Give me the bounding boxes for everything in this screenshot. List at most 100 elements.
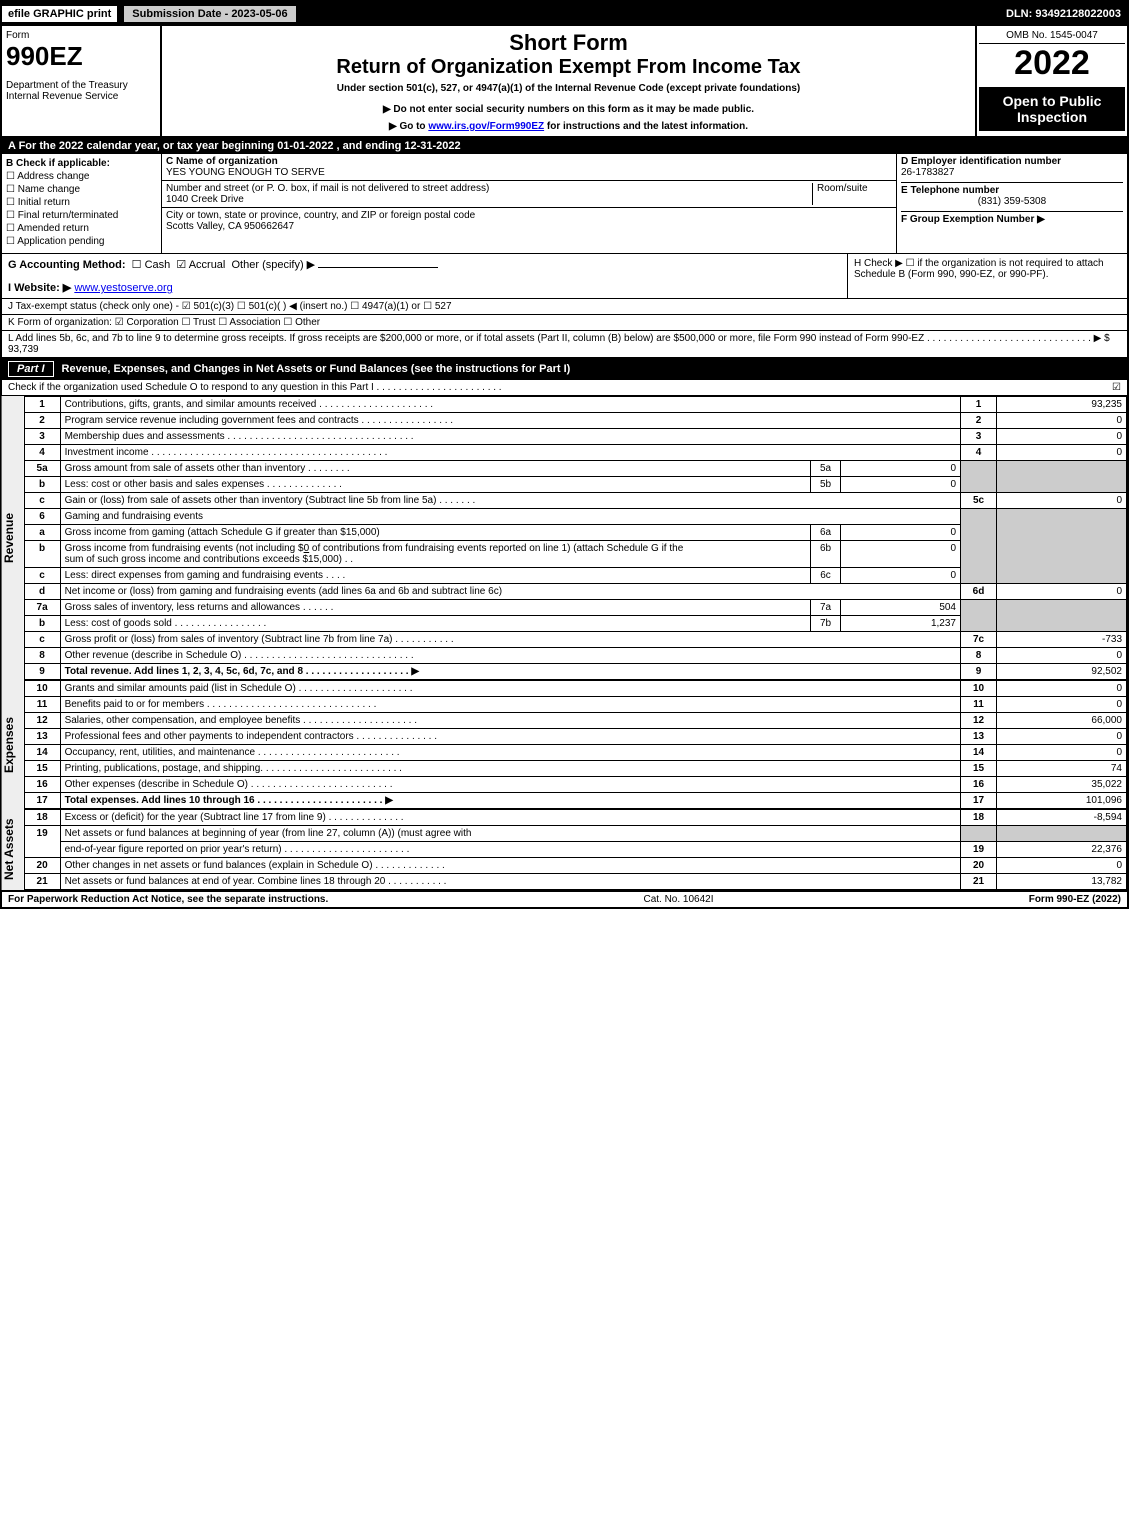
line-6d: dNet income or (loss) from gaming and fu… bbox=[24, 584, 1126, 600]
street-label: Number and street (or P. O. box, if mail… bbox=[166, 183, 489, 194]
phone-label: E Telephone number bbox=[901, 185, 999, 196]
line-17: 17Total expenses. Add lines 10 through 1… bbox=[24, 793, 1126, 809]
line-11: 11Benefits paid to or for members . . . … bbox=[24, 697, 1126, 713]
under-section: Under section 501(c), 527, or 4947(a)(1)… bbox=[166, 83, 971, 94]
g-accrual: Accrual bbox=[189, 259, 226, 271]
g-other-input[interactable] bbox=[318, 267, 438, 268]
row-j-tax-exempt: J Tax-exempt status (check only one) - ☑… bbox=[2, 299, 1127, 315]
part1-check-line: Check if the organization used Schedule … bbox=[2, 380, 1127, 396]
line-15: 15Printing, publications, postage, and s… bbox=[24, 761, 1126, 777]
chk-address-change[interactable]: ☐ Address change bbox=[6, 171, 157, 182]
part1-check-text: Check if the organization used Schedule … bbox=[8, 382, 502, 393]
chk-name-change[interactable]: ☐ Name change bbox=[6, 184, 157, 195]
phone-value: (831) 359-5308 bbox=[901, 196, 1123, 207]
chk-application-pending[interactable]: ☐ Application pending bbox=[6, 236, 157, 247]
footer-catalog: Cat. No. 10642I bbox=[643, 894, 713, 905]
ein-row: D Employer identification number 26-1783… bbox=[901, 156, 1123, 178]
irs-link[interactable]: www.irs.gov/Form990EZ bbox=[428, 121, 544, 132]
part1-header: Part I Revenue, Expenses, and Changes in… bbox=[2, 358, 1127, 380]
line-4: 4Investment income . . . . . . . . . . .… bbox=[24, 445, 1126, 461]
phone-row: E Telephone number (831) 359-5308 bbox=[901, 182, 1123, 207]
short-form-title: Short Form bbox=[166, 30, 971, 56]
g-other: Other (specify) ▶ bbox=[232, 259, 316, 271]
group-label: F Group Exemption Number ▶ bbox=[901, 214, 1045, 225]
efile-print[interactable]: efile GRAPHIC print bbox=[2, 6, 119, 22]
org-name-row: C Name of organization YES YOUNG ENOUGH … bbox=[162, 154, 896, 181]
line-19b: end-of-year figure reported on prior yea… bbox=[24, 842, 1126, 858]
goto-pre: ▶ Go to bbox=[389, 121, 428, 132]
open-to-public: Open to Public Inspection bbox=[979, 87, 1125, 131]
row-l-text: L Add lines 5b, 6c, and 7b to line 9 to … bbox=[8, 333, 1110, 344]
col-c-org-info: C Name of organization YES YOUNG ENOUGH … bbox=[162, 154, 897, 253]
chk-amended-return[interactable]: ☐ Amended return bbox=[6, 223, 157, 234]
ein-label: D Employer identification number bbox=[901, 156, 1061, 167]
street-value: 1040 Creek Drive bbox=[166, 194, 244, 205]
goto-post: for instructions and the latest informat… bbox=[544, 121, 748, 132]
line-21: 21Net assets or fund balances at end of … bbox=[24, 874, 1126, 890]
row-l-gross-receipts: L Add lines 5b, 6c, and 7b to line 9 to … bbox=[2, 331, 1127, 358]
g-accounting: G Accounting Method: ☐ Cash ☑ Accrual Ot… bbox=[2, 254, 847, 298]
gh-row: G Accounting Method: ☐ Cash ☑ Accrual Ot… bbox=[2, 254, 1127, 299]
tax-year: 2022 bbox=[979, 44, 1125, 83]
return-title: Return of Organization Exempt From Incom… bbox=[166, 56, 971, 79]
line-3: 3Membership dues and assessments . . . .… bbox=[24, 429, 1126, 445]
line-2: 2Program service revenue including gover… bbox=[24, 413, 1126, 429]
row-l-value: 93,739 bbox=[8, 344, 39, 355]
line-5c: cGain or (loss) from sale of assets othe… bbox=[24, 493, 1126, 509]
city-label: City or town, state or province, country… bbox=[166, 210, 475, 221]
line-20: 20Other changes in net assets or fund ba… bbox=[24, 858, 1126, 874]
form-number: 990EZ bbox=[6, 41, 156, 72]
line-14: 14Occupancy, rent, utilities, and mainte… bbox=[24, 745, 1126, 761]
room-label: Room/suite bbox=[817, 183, 868, 194]
line-18: 18Excess or (deficit) for the year (Subt… bbox=[24, 810, 1126, 826]
g-cash: Cash bbox=[145, 259, 171, 271]
chk-final-return[interactable]: ☐ Final return/terminated bbox=[6, 210, 157, 221]
side-netassets: Net Assets bbox=[2, 809, 24, 890]
footer: For Paperwork Reduction Act Notice, see … bbox=[2, 890, 1127, 907]
header-row: Form 990EZ Department of the Treasury In… bbox=[2, 26, 1127, 138]
h-check: H Check ▶ ☐ if the organization is not r… bbox=[847, 254, 1127, 298]
section-bcdef: B Check if applicable: ☐ Address change … bbox=[2, 154, 1127, 254]
row-a-calendar-year: A For the 2022 calendar year, or tax yea… bbox=[2, 138, 1127, 154]
expenses-section: Expenses 10Grants and similar amounts pa… bbox=[2, 680, 1127, 809]
line-5a: 5aGross amount from sale of assets other… bbox=[24, 461, 1126, 477]
part1-title: Revenue, Expenses, and Changes in Net As… bbox=[62, 363, 571, 375]
header-center: Short Form Return of Organization Exempt… bbox=[162, 26, 977, 136]
header-right: OMB No. 1545-0047 2022 Open to Public In… bbox=[977, 26, 1127, 136]
department: Department of the Treasury Internal Reve… bbox=[6, 80, 156, 102]
line-12: 12Salaries, other compensation, and empl… bbox=[24, 713, 1126, 729]
col-b-check-applicable: B Check if applicable: ☐ Address change … bbox=[2, 154, 162, 253]
chk-initial-return[interactable]: ☐ Initial return bbox=[6, 197, 157, 208]
group-row: F Group Exemption Number ▶ bbox=[901, 211, 1123, 225]
footer-left: For Paperwork Reduction Act Notice, see … bbox=[8, 894, 328, 905]
side-revenue: Revenue bbox=[2, 396, 24, 680]
footer-right: Form 990-EZ (2022) bbox=[1029, 894, 1121, 905]
ein-value: 26-1783827 bbox=[901, 167, 954, 178]
line-7a: 7aGross sales of inventory, less returns… bbox=[24, 600, 1126, 616]
netassets-table: 18Excess or (deficit) for the year (Subt… bbox=[24, 809, 1127, 890]
line-16: 16Other expenses (describe in Schedule O… bbox=[24, 777, 1126, 793]
omb-number: OMB No. 1545-0047 bbox=[979, 28, 1125, 44]
col-d-ein-phone: D Employer identification number 26-1783… bbox=[897, 154, 1127, 253]
org-name: YES YOUNG ENOUGH TO SERVE bbox=[166, 167, 325, 178]
part1-label: Part I bbox=[8, 361, 54, 377]
line-13: 13Professional fees and other payments t… bbox=[24, 729, 1126, 745]
city-value: Scotts Valley, CA 950662647 bbox=[166, 221, 294, 232]
form-label: Form bbox=[6, 30, 156, 41]
line-7c: cGross profit or (loss) from sales of in… bbox=[24, 632, 1126, 648]
revenue-table: 1Contributions, gifts, grants, and simil… bbox=[24, 396, 1127, 680]
c-name-label: C Name of organization bbox=[166, 156, 278, 167]
netassets-section: Net Assets 18Excess or (deficit) for the… bbox=[2, 809, 1127, 890]
g-label: G Accounting Method: bbox=[8, 259, 126, 271]
street-row: Number and street (or P. O. box, if mail… bbox=[162, 181, 896, 208]
header-left: Form 990EZ Department of the Treasury In… bbox=[2, 26, 162, 136]
line-19: 19Net assets or fund balances at beginni… bbox=[24, 826, 1126, 842]
submission-date: Submission Date - 2023-05-06 bbox=[123, 5, 296, 23]
goto-line: ▶ Go to www.irs.gov/Form990EZ for instru… bbox=[166, 121, 971, 132]
website-link[interactable]: www.yestoserve.org bbox=[74, 282, 172, 294]
line-1: 1Contributions, gifts, grants, and simil… bbox=[24, 397, 1126, 413]
dln: DLN: 93492128022003 bbox=[1006, 8, 1127, 20]
b-header: B Check if applicable: bbox=[6, 158, 157, 169]
expenses-table: 10Grants and similar amounts paid (list … bbox=[24, 680, 1127, 809]
side-expenses: Expenses bbox=[2, 680, 24, 809]
